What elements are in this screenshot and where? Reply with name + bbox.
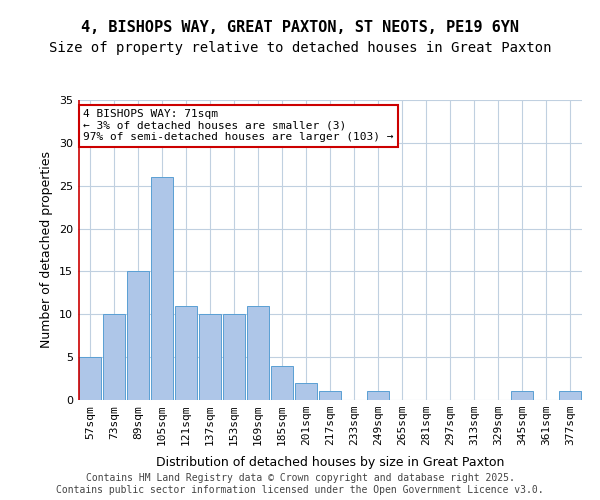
- Bar: [295, 383, 317, 400]
- Bar: [79, 357, 101, 400]
- Bar: [559, 392, 581, 400]
- Bar: [271, 366, 293, 400]
- Bar: [247, 306, 269, 400]
- Text: 4, BISHOPS WAY, GREAT PAXTON, ST NEOTS, PE19 6YN: 4, BISHOPS WAY, GREAT PAXTON, ST NEOTS, …: [81, 20, 519, 35]
- Bar: [103, 314, 125, 400]
- X-axis label: Distribution of detached houses by size in Great Paxton: Distribution of detached houses by size …: [156, 456, 504, 469]
- Text: 4 BISHOPS WAY: 71sqm
← 3% of detached houses are smaller (3)
97% of semi-detache: 4 BISHOPS WAY: 71sqm ← 3% of detached ho…: [83, 109, 394, 142]
- Bar: [127, 272, 149, 400]
- Text: Size of property relative to detached houses in Great Paxton: Size of property relative to detached ho…: [49, 41, 551, 55]
- Bar: [199, 314, 221, 400]
- Bar: [511, 392, 533, 400]
- Bar: [175, 306, 197, 400]
- Bar: [367, 392, 389, 400]
- Bar: [223, 314, 245, 400]
- Bar: [319, 392, 341, 400]
- Text: Contains HM Land Registry data © Crown copyright and database right 2025.
Contai: Contains HM Land Registry data © Crown c…: [56, 474, 544, 495]
- Y-axis label: Number of detached properties: Number of detached properties: [40, 152, 53, 348]
- Bar: [151, 177, 173, 400]
